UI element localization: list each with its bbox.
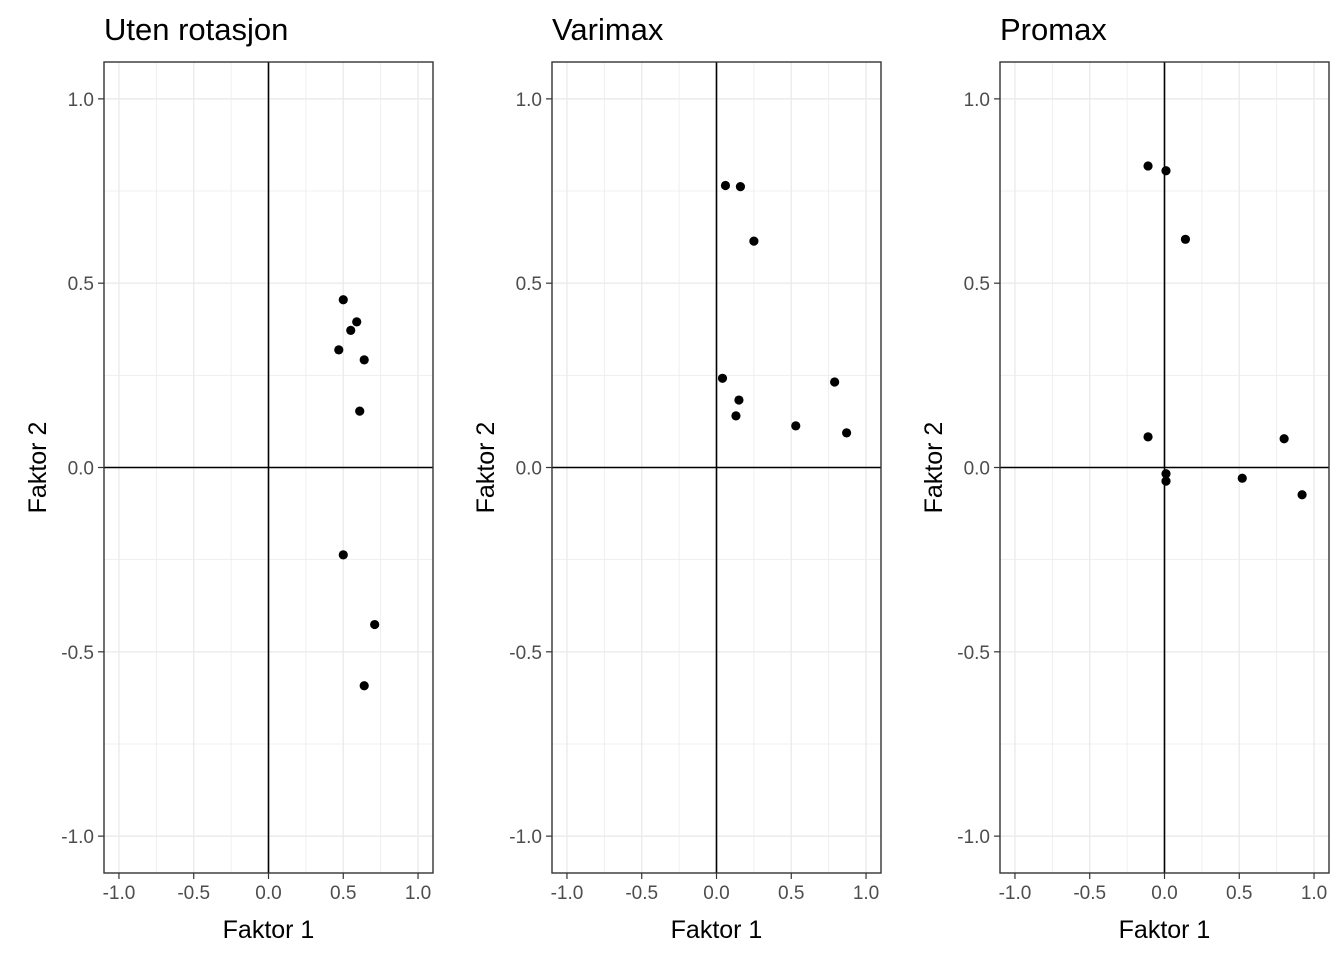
data-point <box>338 295 348 305</box>
y-tick-label: 0.5 <box>516 274 542 295</box>
data-point <box>370 619 380 630</box>
y-axis-title: Faktor 2 <box>920 422 948 514</box>
x-tick-label: 0.0 <box>255 883 281 904</box>
facet-panel: -1.0 -0.5 0.0 0.5 1.0 -1.0 -0.5 0.0 0.5 1.0 Varima… <box>472 12 882 944</box>
y-tick-label: 1.0 <box>68 90 94 111</box>
data-point <box>1297 490 1307 500</box>
y-tick-label: -0.5 <box>61 643 94 664</box>
y-tick-label: -0.5 <box>509 643 542 664</box>
x-tick-label: -0.5 <box>177 883 210 904</box>
y-tick-label: -0.5 <box>957 643 990 664</box>
y-tick-label: 1.0 <box>964 90 990 111</box>
data-point <box>842 428 852 438</box>
facet-panel: -1.0 -0.5 0.0 0.5 1.0 -1.0 -0.5 0.0 0.5 1.0 Promax… <box>920 12 1330 944</box>
panel-border <box>103 61 434 874</box>
x-tick-label: -1.0 <box>551 883 584 904</box>
x-tick-label: -0.5 <box>1073 883 1106 904</box>
data-point <box>1161 166 1171 176</box>
facet-panel: -1.0 -0.5 0.0 0.5 1.0 -1.0 -0.5 0.0 0.5 1.0 Uten r… <box>24 12 434 944</box>
y-tick-label: -1.0 <box>61 827 94 848</box>
data-point <box>1143 432 1153 442</box>
x-tick-label: 0.5 <box>778 883 804 904</box>
chart-title: Promax <box>1000 12 1107 47</box>
chart-title: Uten rotasjon <box>104 12 288 47</box>
data-point <box>830 377 840 387</box>
y-tick-label: 0.5 <box>964 274 990 295</box>
data-point <box>359 681 369 691</box>
y-tick-label: -1.0 <box>509 827 542 848</box>
data-point <box>346 325 356 335</box>
y-axis-title: Faktor 2 <box>472 422 500 514</box>
y-tick-label: 0.5 <box>68 274 94 295</box>
data-point <box>731 411 741 421</box>
x-tick-label: 0.5 <box>1226 883 1252 904</box>
panel-border <box>999 61 1330 874</box>
data-point <box>717 373 728 383</box>
data-point <box>338 550 348 560</box>
data-point <box>1237 473 1247 483</box>
data-point <box>334 345 344 355</box>
data-point <box>735 181 746 192</box>
data-point <box>1161 469 1171 479</box>
x-tick-label: -1.0 <box>999 883 1032 904</box>
data-point <box>749 236 759 246</box>
data-point <box>359 355 369 365</box>
x-axis-title: Faktor 1 <box>223 916 315 944</box>
chart-title: Varimax <box>552 12 664 47</box>
y-tick-label: -1.0 <box>957 827 990 848</box>
data-point <box>720 180 731 191</box>
data-point <box>734 395 744 405</box>
y-axis-title: Faktor 2 <box>24 422 52 514</box>
x-tick-label: 0.0 <box>703 883 729 904</box>
y-tick-label: 0.0 <box>516 459 542 480</box>
x-tick-label: 1.0 <box>405 883 431 904</box>
y-tick-label: 0.0 <box>964 459 990 480</box>
y-tick-label: 1.0 <box>516 90 542 111</box>
x-tick-label: 1.0 <box>1301 883 1327 904</box>
data-point <box>791 421 801 431</box>
x-axis-title: Faktor 1 <box>671 916 763 944</box>
x-tick-label: 0.0 <box>1151 883 1177 904</box>
x-axis-title: Faktor 1 <box>1119 916 1211 944</box>
data-point <box>1161 476 1171 486</box>
data-point <box>1180 234 1191 244</box>
y-tick-label: 0.0 <box>68 459 94 480</box>
x-tick-label: -0.5 <box>625 883 658 904</box>
panel-border <box>551 61 882 874</box>
x-tick-label: -1.0 <box>103 883 136 904</box>
x-tick-label: 0.5 <box>330 883 356 904</box>
data-point <box>352 317 362 327</box>
data-point <box>355 406 365 416</box>
data-point <box>1279 434 1289 444</box>
data-point <box>1143 161 1153 171</box>
x-tick-label: 1.0 <box>853 883 879 904</box>
